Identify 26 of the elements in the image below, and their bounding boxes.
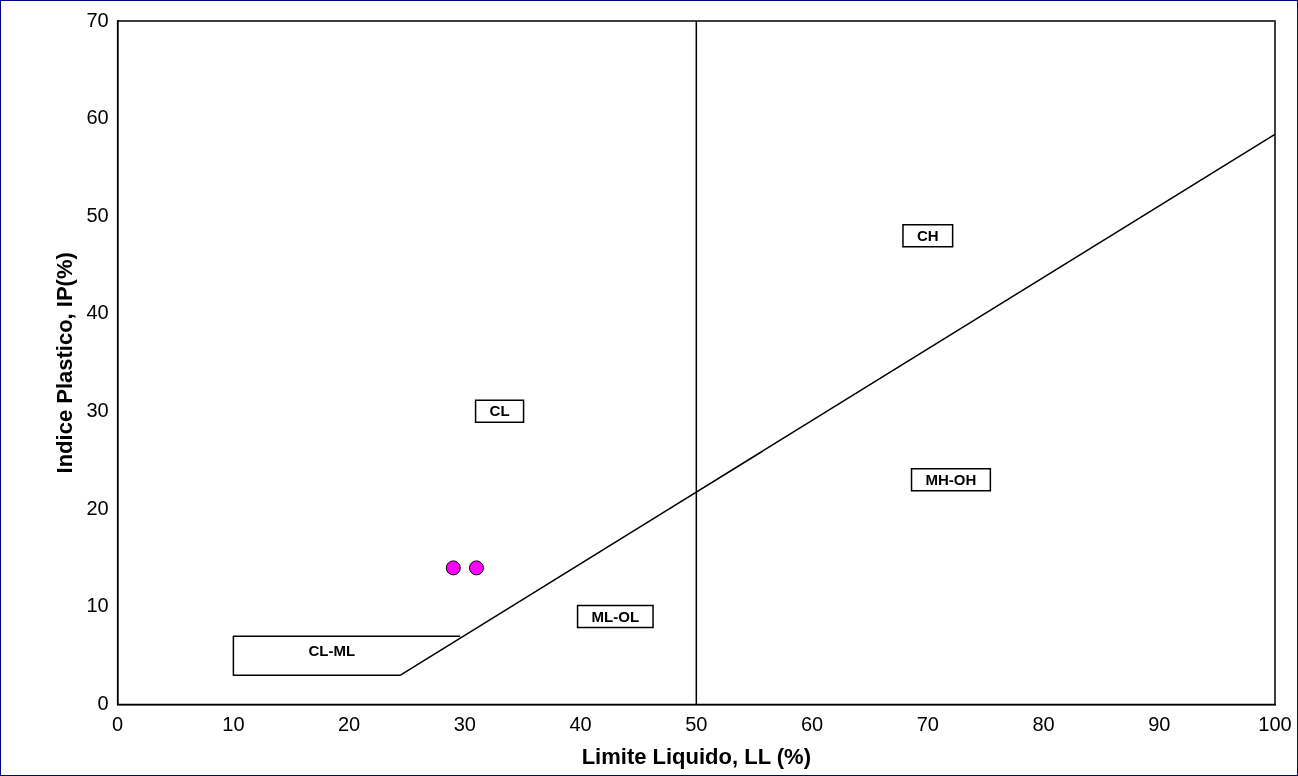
x-tick-label: 70 [916, 713, 939, 736]
annotation: ML-OL [591, 607, 640, 625]
y-tick-label: 0 [97, 692, 109, 715]
x-axis-title: Limite Liquido, LL (%) [581, 743, 811, 769]
y-tick-label: 30 [86, 399, 109, 422]
x-tick-label: 30 [453, 713, 476, 736]
y-tick-label: 10 [86, 594, 109, 617]
annotation: CH [916, 226, 939, 244]
y-tick-label: 50 [86, 203, 109, 226]
y-tick-label: 60 [86, 106, 109, 129]
x-tick-label: 90 [1148, 713, 1171, 736]
x-tick-label: 100 [1258, 713, 1292, 736]
x-tick-label: 20 [337, 713, 361, 736]
annotation: CL-ML [308, 641, 356, 659]
annotation: CL [489, 402, 510, 420]
y-tick-label: 40 [86, 301, 109, 324]
x-tick-label: 60 [800, 713, 824, 736]
x-tick-label: 50 [685, 713, 708, 736]
y-tick-label: 20 [86, 496, 109, 519]
x-tick-label: 40 [569, 713, 592, 736]
y-axis-title: Indice Plastico, IP(%) [52, 252, 78, 474]
x-tick-label: 80 [1032, 713, 1055, 736]
y-tick-label: 70 [86, 8, 109, 31]
x-tick-label: 10 [222, 713, 245, 736]
x-tick-label: 0 [112, 713, 124, 736]
annotation: MH-OH [925, 470, 977, 488]
